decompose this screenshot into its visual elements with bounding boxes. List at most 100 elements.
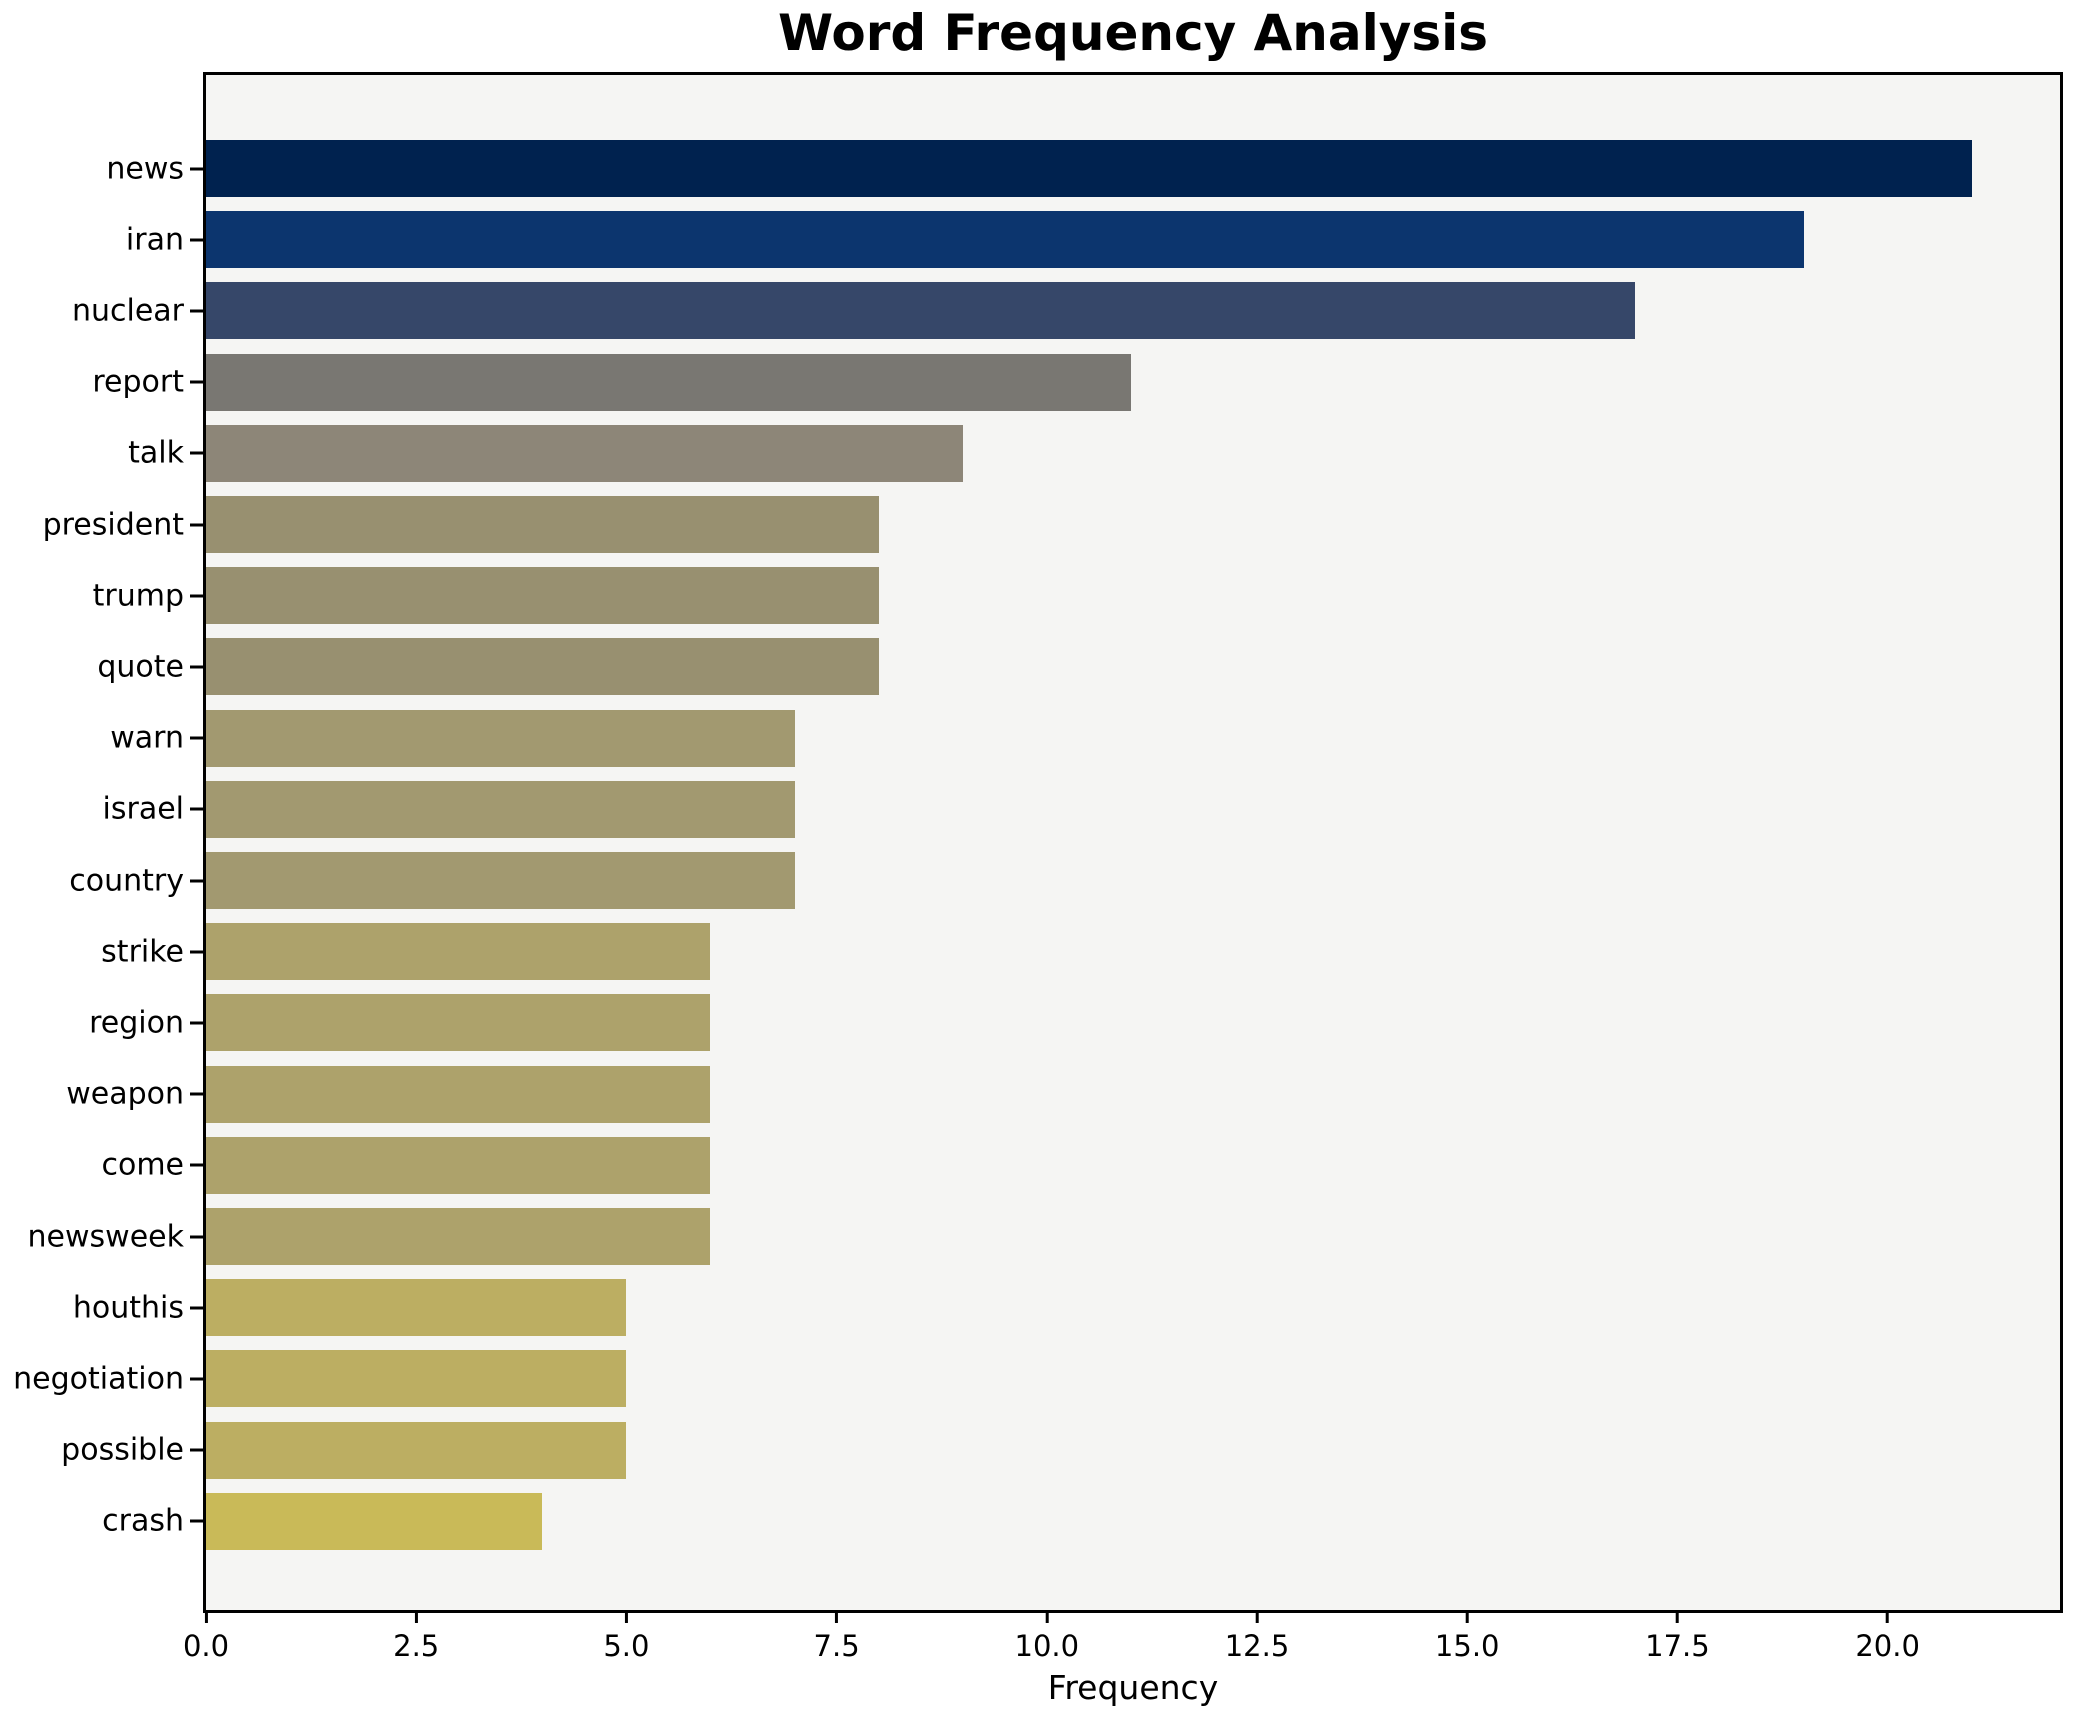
bar-row: region — [89, 994, 2060, 1052]
y-axis-tick-mark — [190, 1377, 203, 1381]
bar-row: israel — [103, 780, 2060, 838]
bar-row: trump — [93, 567, 2060, 625]
x-axis-tick-mark — [204, 1610, 208, 1623]
y-axis-tick-mark — [190, 1519, 203, 1523]
y-axis-category-label: president — [42, 507, 184, 543]
x-axis-tick: 15.0 — [1435, 1610, 1500, 1663]
x-axis-tick: 5.0 — [603, 1610, 649, 1663]
bar-row: quote — [97, 638, 2060, 696]
x-axis-tick-mark — [1045, 1610, 1049, 1623]
frequency-bar — [206, 496, 879, 554]
bar-row: nuclear — [72, 282, 2060, 340]
y-axis-tick-mark — [190, 523, 203, 527]
x-axis-tick-mark — [1465, 1610, 1469, 1623]
x-axis-tick: 10.0 — [1014, 1610, 1080, 1663]
y-axis-tick-mark — [190, 451, 203, 455]
y-axis-tick-mark — [190, 380, 203, 384]
x-axis-tick: 17.5 — [1645, 1610, 1710, 1663]
x-axis-tick-label: 5.0 — [603, 1629, 650, 1663]
y-axis-category-label: warn — [110, 720, 184, 756]
bar-row: report — [92, 353, 2060, 411]
frequency-bar — [206, 211, 1804, 269]
bar-row: strike — [101, 923, 2060, 981]
bar-row: president — [43, 496, 2060, 554]
frequency-bar — [206, 780, 795, 838]
x-axis-tick-mark — [835, 1610, 839, 1623]
frequency-bar — [206, 353, 1131, 411]
y-axis-category-label: country — [69, 863, 184, 899]
y-axis-tick-mark — [190, 309, 203, 313]
frequency-bar — [206, 1279, 627, 1337]
frequency-bar — [206, 1208, 711, 1266]
x-axis-tick-mark — [1675, 1610, 1679, 1623]
y-axis-category-label: strike — [101, 934, 184, 970]
x-axis-tick-label: 10.0 — [1014, 1629, 1080, 1663]
frequency-bar — [206, 709, 795, 767]
bar-row: warn — [110, 709, 2060, 767]
y-axis-tick-mark — [190, 807, 203, 811]
frequency-bar — [206, 1421, 627, 1479]
bar-row: negotiation — [13, 1350, 2060, 1408]
y-axis-category-label: trump — [92, 578, 184, 614]
bar-row: talk — [128, 424, 2060, 482]
bar-row: come — [101, 1136, 2060, 1194]
x-axis-tick-label: 20.0 — [1855, 1629, 1920, 1663]
y-axis-category-label: crash — [102, 1503, 184, 1539]
frequency-bar — [206, 424, 963, 482]
y-axis-category-label: quote — [97, 649, 184, 685]
x-axis-tick: 20.0 — [1855, 1610, 1920, 1663]
bar-row: iran — [126, 211, 2060, 269]
frequency-bar — [206, 994, 711, 1052]
y-axis-category-label: nuclear — [71, 293, 184, 329]
frequency-bar — [206, 1065, 711, 1123]
y-axis-category-label: weapon — [66, 1076, 184, 1112]
frequency-bar — [206, 1492, 543, 1550]
y-axis-tick-mark — [190, 594, 203, 598]
bar-row: possible — [61, 1421, 2060, 1479]
bar-row: weapon — [66, 1065, 2060, 1123]
frequency-bar — [206, 638, 879, 696]
x-axis-tick-label: 7.5 — [813, 1629, 860, 1663]
x-axis-tick: 2.5 — [393, 1610, 439, 1663]
frequency-bar — [206, 567, 879, 625]
x-axis-tick-label: 15.0 — [1434, 1629, 1500, 1663]
x-axis-tick-label: 17.5 — [1645, 1629, 1710, 1663]
y-axis-category-label: region — [89, 1005, 184, 1041]
x-axis-tick-label: 12.5 — [1224, 1629, 1290, 1663]
y-axis-tick-mark — [190, 1092, 203, 1096]
x-axis-tick: 0.0 — [183, 1610, 229, 1663]
y-axis-category-label: news — [106, 151, 184, 186]
y-axis-tick-mark — [190, 1021, 203, 1025]
bar-row: newsweek — [28, 1208, 2060, 1266]
bars-container: news iran nuclear report talk president … — [13, 75, 2060, 1610]
y-axis-category-label: iran — [125, 222, 184, 258]
bar-row: crash — [102, 1492, 2060, 1550]
frequency-bar — [206, 282, 1636, 340]
y-axis-tick-mark — [190, 1235, 203, 1239]
frequency-bar — [206, 1350, 627, 1408]
y-axis-tick-mark — [190, 665, 203, 669]
x-axis-tick-mark — [624, 1610, 628, 1623]
x-axis-tick: 12.5 — [1224, 1610, 1290, 1663]
y-axis-category-label: negotiation — [13, 1361, 184, 1397]
bar-row: houthis — [73, 1279, 2060, 1337]
y-axis-tick-mark — [190, 1306, 203, 1310]
x-axis-tick-mark — [1255, 1610, 1259, 1623]
y-axis-tick-mark — [190, 950, 203, 954]
y-axis-tick-mark — [190, 167, 203, 170]
y-axis-tick-mark — [190, 736, 203, 740]
x-axis-tick-label: 2.5 — [393, 1629, 440, 1663]
x-axis-tick: 7.5 — [814, 1610, 860, 1663]
x-axis-label: Frequency — [1047, 1668, 1219, 1707]
chart-title: Word Frequency Analysis — [777, 4, 1489, 62]
plot-area: news iran nuclear report talk president … — [13, 72, 2063, 1663]
y-axis-category-label: israel — [102, 791, 184, 827]
y-axis-tick-mark — [190, 1448, 203, 1452]
x-axis-tick-label: 0.0 — [182, 1629, 230, 1663]
bar-row: country — [69, 852, 2060, 910]
y-axis-category-label: houthis — [72, 1290, 184, 1326]
y-axis-tick-mark — [190, 1163, 203, 1167]
frequency-bar — [206, 1136, 711, 1194]
y-axis-category-label: come — [101, 1147, 184, 1183]
